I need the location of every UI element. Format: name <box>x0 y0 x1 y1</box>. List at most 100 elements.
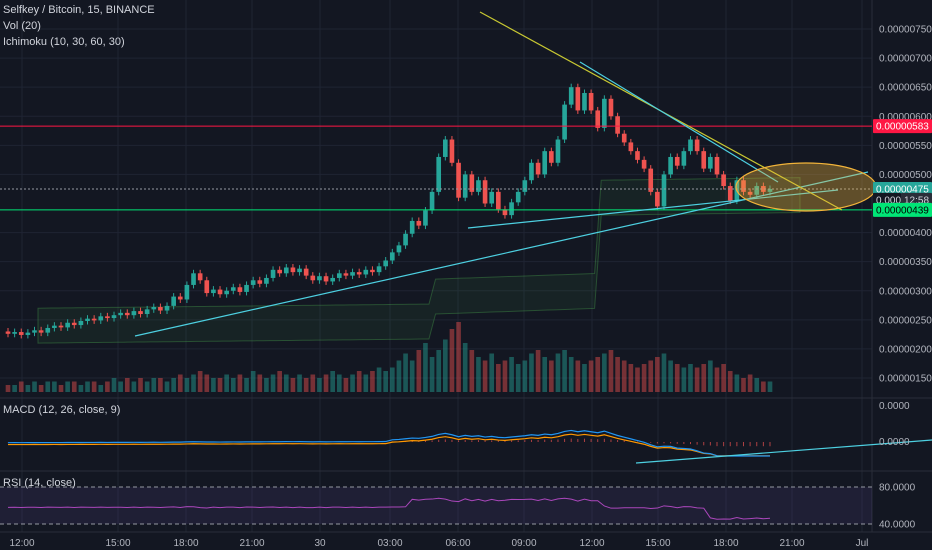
volume-bar <box>476 357 481 392</box>
volume-bar <box>91 381 97 392</box>
candle-body <box>767 188 773 192</box>
volume-bar <box>111 378 117 392</box>
candle-body <box>158 307 163 311</box>
candle-body <box>164 305 170 311</box>
volume-bar <box>38 385 44 392</box>
candle-body <box>701 151 707 169</box>
volume-bar <box>211 378 216 392</box>
candle-body <box>71 322 77 326</box>
candle-body <box>250 280 256 285</box>
candle-body <box>12 332 17 334</box>
candle-body <box>25 332 31 335</box>
volume-bar <box>250 371 256 392</box>
volume-bar <box>721 364 726 392</box>
rsi-pane <box>0 486 872 525</box>
candle-body <box>708 156 713 169</box>
candle-body <box>85 318 90 321</box>
macd-indicator-label[interactable]: MACD (12, 26, close, 9) <box>3 404 121 416</box>
volume-bar <box>449 329 455 392</box>
volume-bar <box>608 350 614 392</box>
candle-body <box>124 312 130 316</box>
volume-bar <box>648 360 654 392</box>
price-tick-label: 0.00000550 <box>879 141 932 152</box>
time-tick-label: 03:00 <box>377 538 402 549</box>
macd-tick-label: 0.0000 <box>879 401 910 412</box>
candle-body <box>727 186 733 201</box>
candle-body <box>270 269 276 278</box>
volume-bar <box>535 350 541 392</box>
candle-body <box>297 268 302 273</box>
volume-bar <box>515 364 521 392</box>
candle-body <box>443 139 448 157</box>
volume-bar <box>423 343 428 392</box>
candle-body <box>91 318 97 321</box>
candle-body <box>668 156 673 175</box>
candle-body <box>131 311 137 316</box>
candle-body <box>336 273 342 278</box>
candle-body <box>648 168 654 192</box>
volume-bar <box>52 381 57 392</box>
macd-signal-line <box>7 433 770 457</box>
volume-bar <box>177 374 183 392</box>
volume-bar <box>595 357 601 392</box>
price-tick-label: 0.00000500 <box>879 170 932 181</box>
volume-bar <box>45 381 51 392</box>
candle-body <box>628 142 634 152</box>
candle-body <box>356 272 362 275</box>
volume-indicator-label[interactable]: Vol (20) <box>3 20 41 32</box>
candle-body <box>502 209 508 216</box>
candle-body <box>582 92 587 111</box>
volume-bar <box>237 374 243 392</box>
volume-bar <box>71 381 77 392</box>
candle-body <box>747 191 753 195</box>
volume-bar <box>297 374 302 392</box>
candle-body <box>264 277 269 284</box>
volume-bar <box>727 371 733 392</box>
candle-body <box>602 98 607 128</box>
candle-body <box>78 320 84 326</box>
volume-bar <box>124 378 130 392</box>
volume-bar <box>303 378 309 392</box>
candle-body <box>389 252 395 261</box>
time-tick-label: Jul <box>856 538 869 549</box>
price-tick-label: 0.00000400 <box>879 228 932 239</box>
volume-bar <box>615 357 620 392</box>
ichimoku-indicator-label[interactable]: Ichimoku (10, 30, 60, 30) <box>3 36 125 48</box>
candle-body <box>197 273 203 281</box>
candle-body <box>655 191 660 207</box>
candle-body <box>283 267 289 274</box>
rsi-tick-label: 40.0000 <box>879 520 916 531</box>
ascending-trendline <box>467 189 839 229</box>
candle-body <box>436 156 442 192</box>
candle-body <box>303 268 309 276</box>
price-tick-label: 0.00000750 <box>879 25 932 36</box>
volume-bar <box>310 374 316 392</box>
volume-bar <box>701 364 707 392</box>
candle-body <box>476 180 481 192</box>
time-tick-label: 15:00 <box>105 538 130 549</box>
volume-bar <box>330 371 335 392</box>
volume-bar <box>118 381 123 392</box>
candle-body <box>694 139 700 152</box>
volume-bar <box>171 378 176 392</box>
volume-bar <box>741 378 746 392</box>
symbol-title[interactable]: Selfkey / Bitcoin, 15, BINANCE <box>3 4 155 16</box>
rsi-indicator-label[interactable]: RSI (14, close) <box>3 477 76 489</box>
axes: 0.00000750 0.00000700 0.00000650 0.00000600… <box>9 25 932 550</box>
volume-bar <box>674 364 680 392</box>
volume-bar <box>681 367 687 392</box>
volume-bar <box>396 360 402 392</box>
bar-countdown-tag: 12:58 <box>904 195 929 206</box>
drawings[interactable] <box>0 11 877 337</box>
candle-body <box>230 287 236 291</box>
candle-body <box>456 162 461 198</box>
volume-bar <box>151 378 157 392</box>
last-price-tag: 0.00000475 <box>876 184 929 195</box>
volume-bar <box>542 357 548 392</box>
volume-bar <box>224 374 229 392</box>
volume-bar <box>290 378 296 392</box>
volume-bar <box>588 360 594 392</box>
volume-bar <box>389 367 395 392</box>
